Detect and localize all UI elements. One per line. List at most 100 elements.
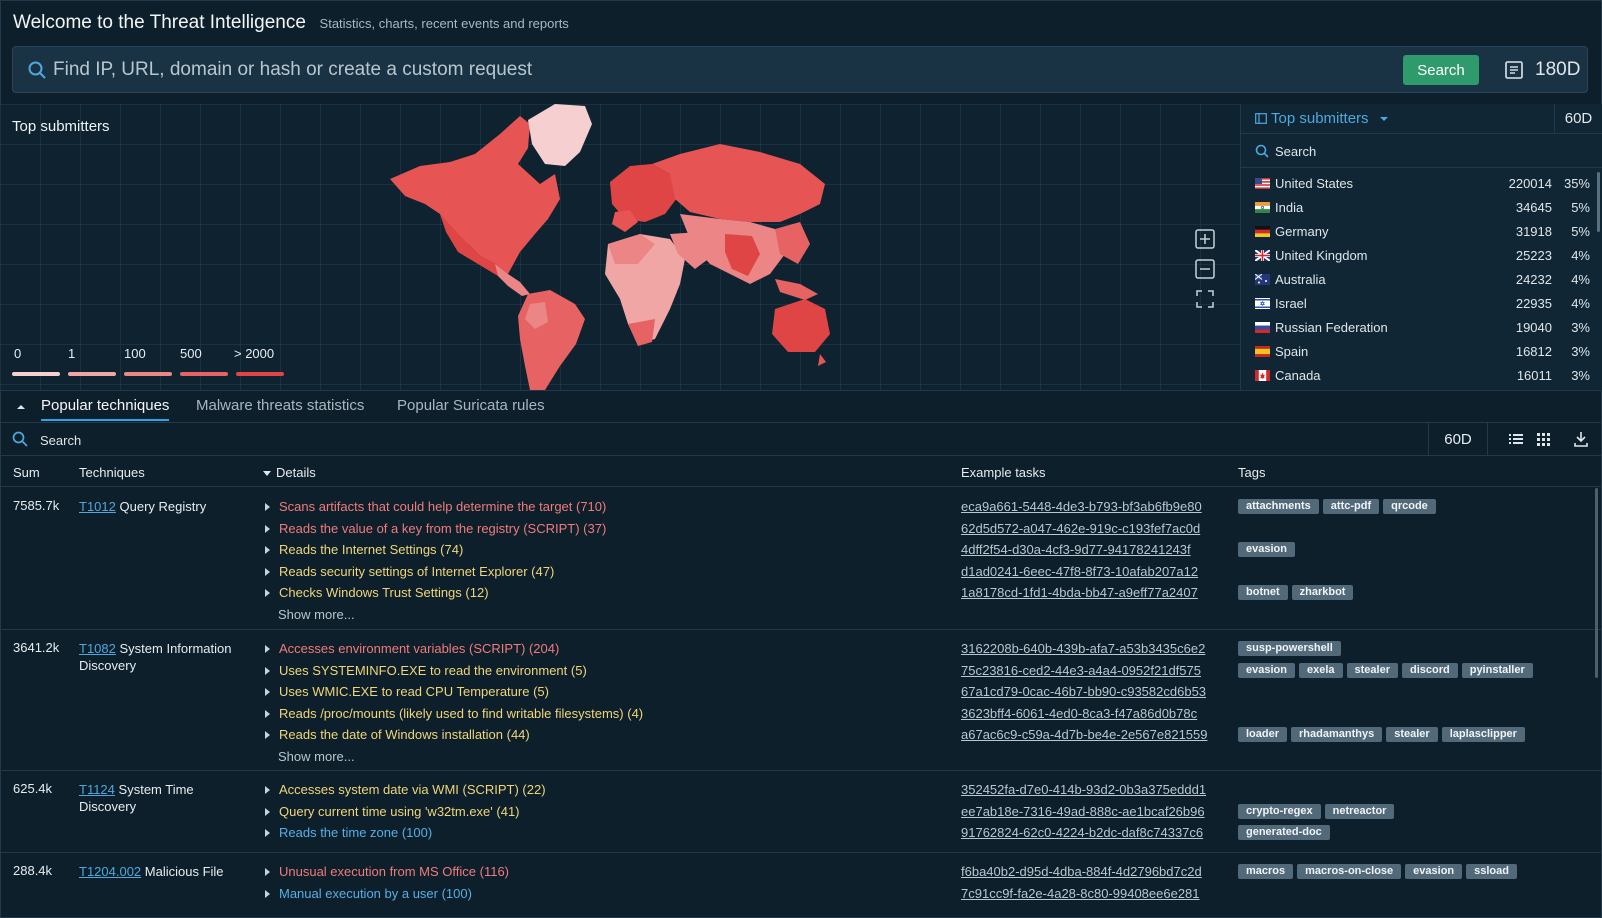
task-link[interactable]: 75c23816-ced2-44e3-a4a4-0952f21df575 xyxy=(961,662,1201,678)
tag-badge[interactable]: rhadamanthys xyxy=(1291,727,1383,742)
task-link[interactable]: 3623bff4-6061-4ed0-8ca3-f47a86d0b78c xyxy=(961,705,1198,721)
country-row[interactable]: United Kingdom 25223 4% xyxy=(1241,244,1602,268)
tag-badge[interactable]: discord xyxy=(1401,662,1458,678)
country-row[interactable]: Canada 16011 3% xyxy=(1241,364,1602,388)
technique-id-link[interactable]: T1124 xyxy=(79,782,115,797)
tag-badge[interactable]: botnet xyxy=(1238,585,1288,600)
country-row[interactable]: Russian Federation 19040 3% xyxy=(1241,316,1602,340)
task-link[interactable]: eca9a661-5448-4de3-b793-bf3ab6fb9e80 xyxy=(961,499,1202,514)
detail-item[interactable]: Uses WMIC.EXE to read CPU Temperature (5… xyxy=(263,683,643,705)
tag-badge[interactable]: stealer xyxy=(1346,662,1398,678)
panel-period-selector[interactable]: 60D xyxy=(1554,104,1602,134)
detail-item[interactable]: Query current time using 'w32tm.exe' (41… xyxy=(263,803,546,825)
show-more-link[interactable]: Show more... xyxy=(278,748,355,764)
detail-item[interactable]: Accesses system date via WMI (SCRIPT) (2… xyxy=(263,781,546,803)
task-link[interactable]: 62d5d572-a047-462e-919c-c193fef7ac0d xyxy=(961,520,1201,536)
country-row[interactable]: India 34645 5% xyxy=(1241,196,1602,220)
technique-id-link[interactable]: T1012 xyxy=(79,499,116,514)
tab-malware-threats[interactable]: Malware threats statistics xyxy=(196,397,365,414)
global-search-input[interactable] xyxy=(53,55,1393,85)
legend-label: 500 xyxy=(180,346,202,361)
country-row[interactable]: United States 220014 35% xyxy=(1241,172,1602,196)
tag-badge[interactable]: crypto-regex xyxy=(1238,803,1321,819)
global-search-bar: Search 180D xyxy=(12,46,1588,93)
search-period-selector[interactable]: 180D xyxy=(1535,59,1581,80)
country-row[interactable]: Australia 24232 4% xyxy=(1241,268,1602,292)
tag-badge[interactable]: attc-pdf xyxy=(1322,499,1380,514)
technique-id-link[interactable]: T1082 xyxy=(79,641,116,656)
scrollbar[interactable] xyxy=(1597,172,1600,232)
fullscreen-icon[interactable] xyxy=(1194,288,1216,310)
task-link[interactable]: 67a1cd79-0cac-46b7-bb90-c93582cd6b53 xyxy=(961,684,1207,699)
tag-badge[interactable]: exela xyxy=(1298,662,1343,678)
tag-badge[interactable]: macros xyxy=(1238,864,1294,879)
zoom-in-icon[interactable] xyxy=(1194,228,1216,250)
detail-item[interactable]: Reads the Internet Settings (74) xyxy=(263,541,606,563)
task-link[interactable]: a67ac6c9-c59a-4d7b-be4e-2e567e821559 xyxy=(961,727,1208,742)
country-row[interactable]: Germany 31918 5% xyxy=(1241,220,1602,244)
tag-badge[interactable]: evasion xyxy=(1405,864,1463,879)
table-period-selector[interactable]: 60D xyxy=(1428,423,1488,456)
tag-badge[interactable]: qrcode xyxy=(1383,499,1436,514)
world-map[interactable] xyxy=(380,104,860,390)
zoom-out-icon[interactable] xyxy=(1194,258,1216,280)
country-percent: 5% xyxy=(1571,224,1590,239)
col-sum[interactable]: Sum xyxy=(13,465,40,480)
detail-item[interactable]: Reads /proc/mounts (likely used to find … xyxy=(263,705,643,727)
tag-badge[interactable]: netreactor xyxy=(1324,803,1395,819)
tag-badge[interactable]: laplasclipper xyxy=(1441,727,1525,742)
country-row[interactable]: Israel 22935 4% xyxy=(1241,292,1602,316)
legend-swatch xyxy=(236,372,284,376)
tag-badge[interactable]: susp-powershell xyxy=(1238,641,1341,656)
panel-title-dropdown[interactable]: Top submitters xyxy=(1255,110,1389,127)
report-icon[interactable] xyxy=(1503,59,1525,81)
tag-badge[interactable]: attachments xyxy=(1238,499,1319,514)
tag-badge[interactable]: evasion xyxy=(1238,542,1295,557)
tag-badge[interactable]: stealer xyxy=(1386,727,1438,742)
download-icon[interactable] xyxy=(1573,431,1589,447)
scrollbar[interactable] xyxy=(1595,488,1598,678)
detail-item[interactable]: Manual execution by a user (100) xyxy=(263,885,509,907)
task-link[interactable]: f6ba40b2-d95d-4dba-884f-4d2796bd7c2d xyxy=(961,864,1202,879)
tag-badge[interactable]: generated-doc xyxy=(1238,825,1330,840)
detail-item[interactable]: Checks Windows Trust Settings (12) xyxy=(263,584,606,606)
panel-search-input[interactable] xyxy=(1275,140,1575,162)
detail-item[interactable]: Unusual execution from MS Office (116) xyxy=(263,863,509,885)
task-link[interactable]: 352452fa-d7e0-414b-93d2-0b3a375eddd1 xyxy=(961,782,1207,797)
tag-badge[interactable]: ssload xyxy=(1466,864,1517,879)
country-count: 34645 xyxy=(1515,200,1552,215)
show-more-link[interactable]: Show more... xyxy=(278,606,355,622)
detail-item[interactable]: Uses SYSTEMINFO.EXE to read the environm… xyxy=(263,662,643,684)
task-link[interactable]: 3162208b-640b-439b-afa7-a53b3435c6e2 xyxy=(961,641,1206,656)
technique-id-link[interactable]: T1204.002 xyxy=(79,864,142,879)
country-name: Spain xyxy=(1275,344,1309,359)
task-link[interactable]: 4dff2f54-d30a-4cf3-9d77-94178241243f xyxy=(961,542,1191,557)
tag-badge[interactable]: evasion xyxy=(1238,662,1295,678)
tab-popular-techniques[interactable]: Popular techniques xyxy=(41,397,170,421)
task-link[interactable]: 91762824-62c0-4224-b2dc-daf8c74337c6 xyxy=(961,825,1204,840)
col-details[interactable]: Details xyxy=(276,465,316,480)
detail-item[interactable]: Reads the date of Windows installation (… xyxy=(263,726,643,748)
detail-item[interactable]: Reads the value of a key from the regist… xyxy=(263,520,606,542)
detail-item[interactable]: Reads the time zone (100) xyxy=(263,824,546,846)
task-link[interactable]: ee7ab18e-7316-49ad-888c-ae1bcaf26b96 xyxy=(961,803,1205,819)
task-link[interactable]: 7c91cc9f-fa2e-4a28-8c80-99408ee6e281 xyxy=(961,885,1200,901)
detail-item[interactable]: Accesses environment variables (SCRIPT) … xyxy=(263,640,643,662)
table-search-input[interactable] xyxy=(40,430,840,450)
country-row[interactable]: Spain 16812 3% xyxy=(1241,340,1602,364)
collapse-icon[interactable] xyxy=(16,403,26,410)
tab-suricata-rules[interactable]: Popular Suricata rules xyxy=(397,397,545,414)
chevron-down-icon xyxy=(1379,117,1388,121)
detail-item[interactable]: Scans artifacts that could help determin… xyxy=(263,498,606,520)
tag-badge[interactable]: zharkbot xyxy=(1291,585,1354,600)
tag-badge[interactable]: macros-on-close xyxy=(1297,864,1402,879)
detail-item[interactable]: Reads security settings of Internet Expl… xyxy=(263,563,606,585)
col-techniques[interactable]: Techniques xyxy=(79,465,145,480)
tag-badge[interactable]: pyinstaller xyxy=(1461,662,1533,678)
list-view-icon[interactable] xyxy=(1508,431,1524,447)
task-link[interactable]: 1a8178cd-1fd1-4bda-bb47-a9eff77a2407 xyxy=(961,585,1198,600)
search-button[interactable]: Search xyxy=(1403,55,1479,85)
grid-view-icon[interactable] xyxy=(1536,431,1552,447)
tag-badge[interactable]: loader xyxy=(1238,727,1288,742)
task-link[interactable]: d1ad0241-6eec-47f8-8f73-10afab207a12 xyxy=(961,563,1199,579)
